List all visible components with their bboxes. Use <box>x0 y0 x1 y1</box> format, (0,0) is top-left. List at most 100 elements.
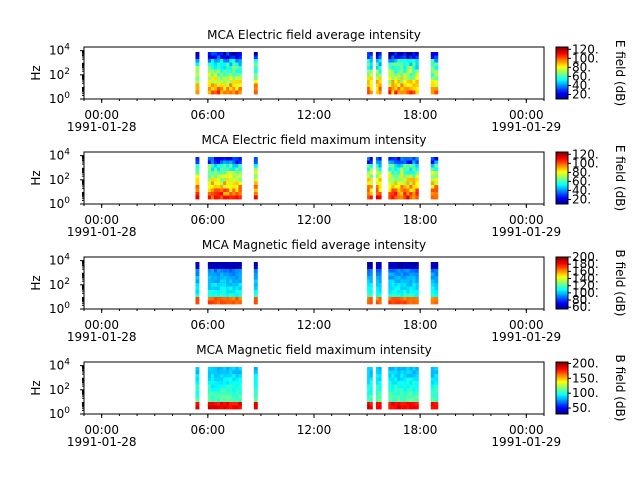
colorbar-tick-label: 80. <box>572 165 591 179</box>
spectrogram-cell <box>253 272 258 277</box>
spectrogram-cell <box>226 195 230 200</box>
spectrogram-cell <box>238 174 242 179</box>
spectrogram-cell <box>406 388 410 392</box>
y-axis-label: Hz <box>29 275 43 290</box>
spectrogram-cell <box>213 55 218 60</box>
spectrogram-cell <box>223 59 227 63</box>
spectrogram-cell <box>378 52 382 56</box>
y-tick-exponent: 4 <box>64 358 70 368</box>
spectrogram-cell <box>232 395 236 399</box>
spectrogram-cell <box>195 52 200 56</box>
spectrogram-cell <box>378 73 382 77</box>
data-block <box>375 52 382 95</box>
spectrogram-cell <box>195 87 200 91</box>
spectrogram-cell <box>434 405 439 410</box>
spectrogram-cell <box>195 276 200 280</box>
spectrogram-cell <box>430 269 435 273</box>
x-tick-label: 06:00 <box>191 108 226 122</box>
spectrogram-cell <box>434 279 439 284</box>
spectrogram-cell <box>195 286 200 291</box>
spectrogram-cell <box>400 272 404 277</box>
spectrogram-cell <box>235 178 239 182</box>
x-tick-date-label: 1991-01-29 <box>491 330 561 344</box>
spectrogram-cell <box>207 279 212 284</box>
spectrogram-cell <box>403 83 407 88</box>
y-tick-label: 100 <box>49 196 70 211</box>
spectrogram-cell <box>391 262 395 266</box>
spectrogram-cell <box>210 293 215 298</box>
colorbar: 60.80.100.120.140.160.180.200. B field (d… <box>555 250 627 316</box>
x-tick-label: 00:00 <box>509 318 544 332</box>
spectrogram-cell <box>210 188 215 193</box>
spectrogram-cell <box>434 181 439 186</box>
spectrogram-cell <box>391 388 395 392</box>
spectrogram-cell <box>226 76 230 81</box>
spectrogram-cell <box>220 398 224 403</box>
spectrogram-cell <box>391 272 395 277</box>
spectrogram-cell <box>213 80 218 84</box>
spectrogram-cell <box>412 276 416 280</box>
spectrogram-cell <box>406 395 410 399</box>
spectrogram-cell <box>238 279 242 284</box>
spectrogram-cell <box>375 83 379 88</box>
spectrogram-cell <box>403 269 407 273</box>
spectrogram-cell <box>232 66 236 70</box>
spectrogram-cell <box>253 262 258 266</box>
x-tick-label: 12:00 <box>297 318 332 332</box>
spectrogram-cell <box>229 265 233 270</box>
colorbar-segment <box>556 389 568 391</box>
spectrogram-cell <box>367 192 371 196</box>
spectrogram-cell <box>394 185 398 189</box>
plot-area <box>84 47 544 99</box>
spectrogram-cell <box>253 192 258 196</box>
spectrogram-cell <box>238 381 242 385</box>
spectrogram-cell <box>375 276 379 280</box>
colorbar-segment <box>556 67 568 70</box>
spectrogram-cell <box>367 174 371 179</box>
spectrogram-cell <box>403 160 407 165</box>
spectrogram-cell <box>229 405 233 410</box>
spectrogram-cell <box>229 76 233 81</box>
spectrogram-cell <box>226 80 230 84</box>
spectrogram-cell <box>430 174 435 179</box>
spectrogram-cell <box>213 290 218 294</box>
spectrogram-cell <box>232 188 236 193</box>
spectrogram-cell <box>223 52 227 56</box>
spectrogram-cell <box>220 167 224 172</box>
colorbar-segment <box>556 63 568 66</box>
spectrogram-cell <box>415 398 419 403</box>
spectrogram-cell <box>400 167 404 172</box>
spectrogram-cell <box>232 388 236 392</box>
spectrogram-cell <box>400 83 404 88</box>
spectrogram-cell <box>375 405 379 410</box>
spectrogram-cell <box>195 90 200 95</box>
data-block <box>388 262 419 305</box>
spectrogram-cell <box>217 192 221 196</box>
spectrogram-cell <box>210 391 215 396</box>
colorbar-segment <box>556 388 568 390</box>
spectrogram-cell <box>253 370 258 375</box>
spectrogram-cell <box>207 395 212 399</box>
colorbar-segment <box>556 286 568 289</box>
spectrogram-cell <box>210 290 215 294</box>
colorbar-segment <box>556 280 568 283</box>
spectrogram-cell <box>253 286 258 291</box>
colorbar-segment <box>556 271 568 273</box>
spectrogram-cell <box>394 265 398 270</box>
spectrogram-cell <box>217 52 221 56</box>
spectrogram-cell <box>253 174 258 179</box>
spectrogram-cell <box>434 171 439 175</box>
spectrogram-cell <box>226 167 230 172</box>
spectrogram-cell <box>415 80 419 84</box>
spectrogram-cell <box>375 297 379 301</box>
spectrogram-cell <box>375 76 379 81</box>
spectrogram-cell <box>415 367 419 371</box>
spectrogram-cell <box>430 59 435 63</box>
spectrogram-cell <box>406 391 410 396</box>
spectrogram-cell <box>409 405 413 410</box>
spectrogram-cell <box>226 181 230 186</box>
spectrogram-cell <box>253 178 258 182</box>
spectrogram-cell <box>434 367 439 371</box>
spectrogram-cell <box>207 391 212 396</box>
spectrogram-cell <box>391 80 395 84</box>
